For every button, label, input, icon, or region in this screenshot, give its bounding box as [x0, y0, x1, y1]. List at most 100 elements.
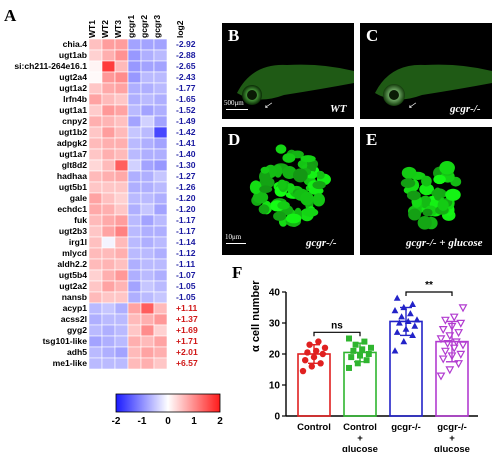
expression-heatmap — [89, 39, 168, 370]
heatmap-cell — [101, 247, 116, 260]
panel-e-caption: gcgr-/- + glucose — [406, 237, 483, 249]
heatmap-cell — [114, 115, 129, 128]
heatmap-cell — [127, 214, 142, 227]
heatmap-cell — [153, 93, 168, 106]
data-point — [400, 303, 408, 311]
heatmap-cell — [140, 126, 155, 139]
heatmap-cell — [114, 203, 129, 216]
data-point — [315, 338, 322, 345]
panel-d-letter: D — [228, 130, 241, 149]
heatmap-cell — [153, 203, 168, 216]
data-point — [302, 357, 309, 364]
heatmap-cell — [153, 225, 168, 238]
heatmap-cell — [101, 258, 116, 271]
gene-label: mlycd — [62, 248, 87, 258]
heatmap-cell — [114, 137, 129, 150]
heatmap-cell — [101, 335, 116, 348]
heatmap-cell — [114, 291, 129, 304]
data-point — [436, 372, 446, 381]
heatmap-cell — [114, 170, 129, 183]
data-point — [354, 360, 361, 367]
data-point — [458, 304, 468, 313]
gene-label-list: chia.4 ugt1ab si:ch211-264e16.1 ugt2a4 ugt1a… — [0, 39, 87, 369]
alpha-cell-blob — [401, 166, 417, 180]
alpha-cell-blob — [400, 178, 416, 188]
heatmap-cell — [127, 302, 142, 315]
log2-fold-change-value: -1.41 — [176, 138, 196, 148]
heatmap-cell — [140, 291, 155, 304]
heatmap-cell — [89, 170, 103, 183]
colorbar-tick-label: -1 — [138, 416, 147, 427]
data-point — [313, 347, 320, 355]
heatmap-cell — [89, 39, 103, 51]
heatmap-cell — [153, 247, 168, 260]
data-point — [319, 350, 326, 358]
gene-label: gale — [69, 193, 87, 203]
heatmap-cell — [153, 115, 168, 128]
data-point — [445, 332, 455, 341]
log2-fold-change-value: -1.40 — [176, 149, 196, 159]
alpha-cell-blob — [258, 204, 270, 215]
gene-label: ugt2a4 — [59, 72, 87, 82]
alpha-cell-blob — [252, 191, 269, 204]
data-point — [440, 316, 450, 325]
gene-label: ugt5b1 — [58, 182, 87, 192]
heatmap-cell — [127, 170, 142, 183]
data-point — [440, 347, 450, 356]
alpha-cell-blob — [437, 199, 449, 211]
data-point — [393, 328, 401, 335]
data-point — [396, 319, 403, 326]
gene-label: fuk — [74, 215, 87, 225]
panel-c-letter: C — [366, 26, 379, 45]
heatmap-cell — [153, 324, 168, 337]
heatmap-cell — [101, 280, 116, 293]
heatmap-cell — [153, 82, 168, 95]
heatmap-cell — [89, 324, 103, 337]
data-point — [451, 338, 461, 347]
alpha-cell-blob — [445, 188, 461, 201]
heatmap-cell — [140, 313, 155, 326]
log2-fold-change-value: -1.26 — [176, 182, 196, 192]
column-header-gcgr2: gcgr2 — [139, 14, 149, 38]
heatmap-cell — [89, 313, 103, 326]
data-point — [365, 351, 372, 357]
colorbar-tick-label: 1 — [191, 416, 197, 427]
microscopy-panel-c: C gcgr-/- ← — [360, 23, 492, 119]
heatmap-cell — [140, 258, 155, 271]
gene-label: ugt5b4 — [58, 270, 87, 280]
y-tick-label: 20 — [269, 350, 281, 361]
log2-fold-change-value: -1.65 — [176, 94, 196, 104]
alpha-cell-blob — [312, 180, 326, 190]
heatmap-cell — [153, 236, 168, 249]
heatmap-cell — [114, 324, 129, 337]
heatmap-cell — [101, 82, 116, 95]
heatmap-cell — [140, 49, 155, 62]
heatmap-cell — [89, 126, 103, 139]
column-header-log2: log2 — [175, 20, 185, 38]
panel-a-letter: A — [4, 6, 17, 25]
heatmap-cell — [89, 225, 103, 238]
gene-label: glt8d2 — [61, 160, 87, 170]
heatmap-cell — [101, 269, 116, 282]
heatmap-cell — [127, 60, 142, 73]
heatmap-cell — [140, 93, 155, 106]
y-tick-label: 10 — [269, 381, 281, 392]
heatmap-cell — [140, 346, 155, 359]
heatmap-cell — [140, 159, 155, 172]
heatmap-cell — [89, 192, 103, 205]
scale-bar-b — [226, 109, 248, 110]
alpha-cell-blob — [312, 193, 325, 207]
heatmap-cell — [114, 335, 129, 348]
alpha-cell-blob — [282, 153, 296, 163]
data-point — [443, 339, 453, 348]
log2-fold-change-value: -2.65 — [176, 61, 196, 71]
scale-label-b: 500μm — [224, 99, 244, 107]
panel-d-caption: gcgr-/- — [306, 237, 337, 249]
gene-label: ugt2a2 — [59, 281, 87, 291]
heatmap-cell — [114, 104, 129, 117]
alpha-cell-blob — [302, 207, 319, 217]
heatmap-cell — [140, 203, 155, 216]
alpha-cell-blob — [249, 180, 262, 195]
alpha-cell-blob — [439, 161, 455, 175]
data-point — [438, 325, 448, 335]
